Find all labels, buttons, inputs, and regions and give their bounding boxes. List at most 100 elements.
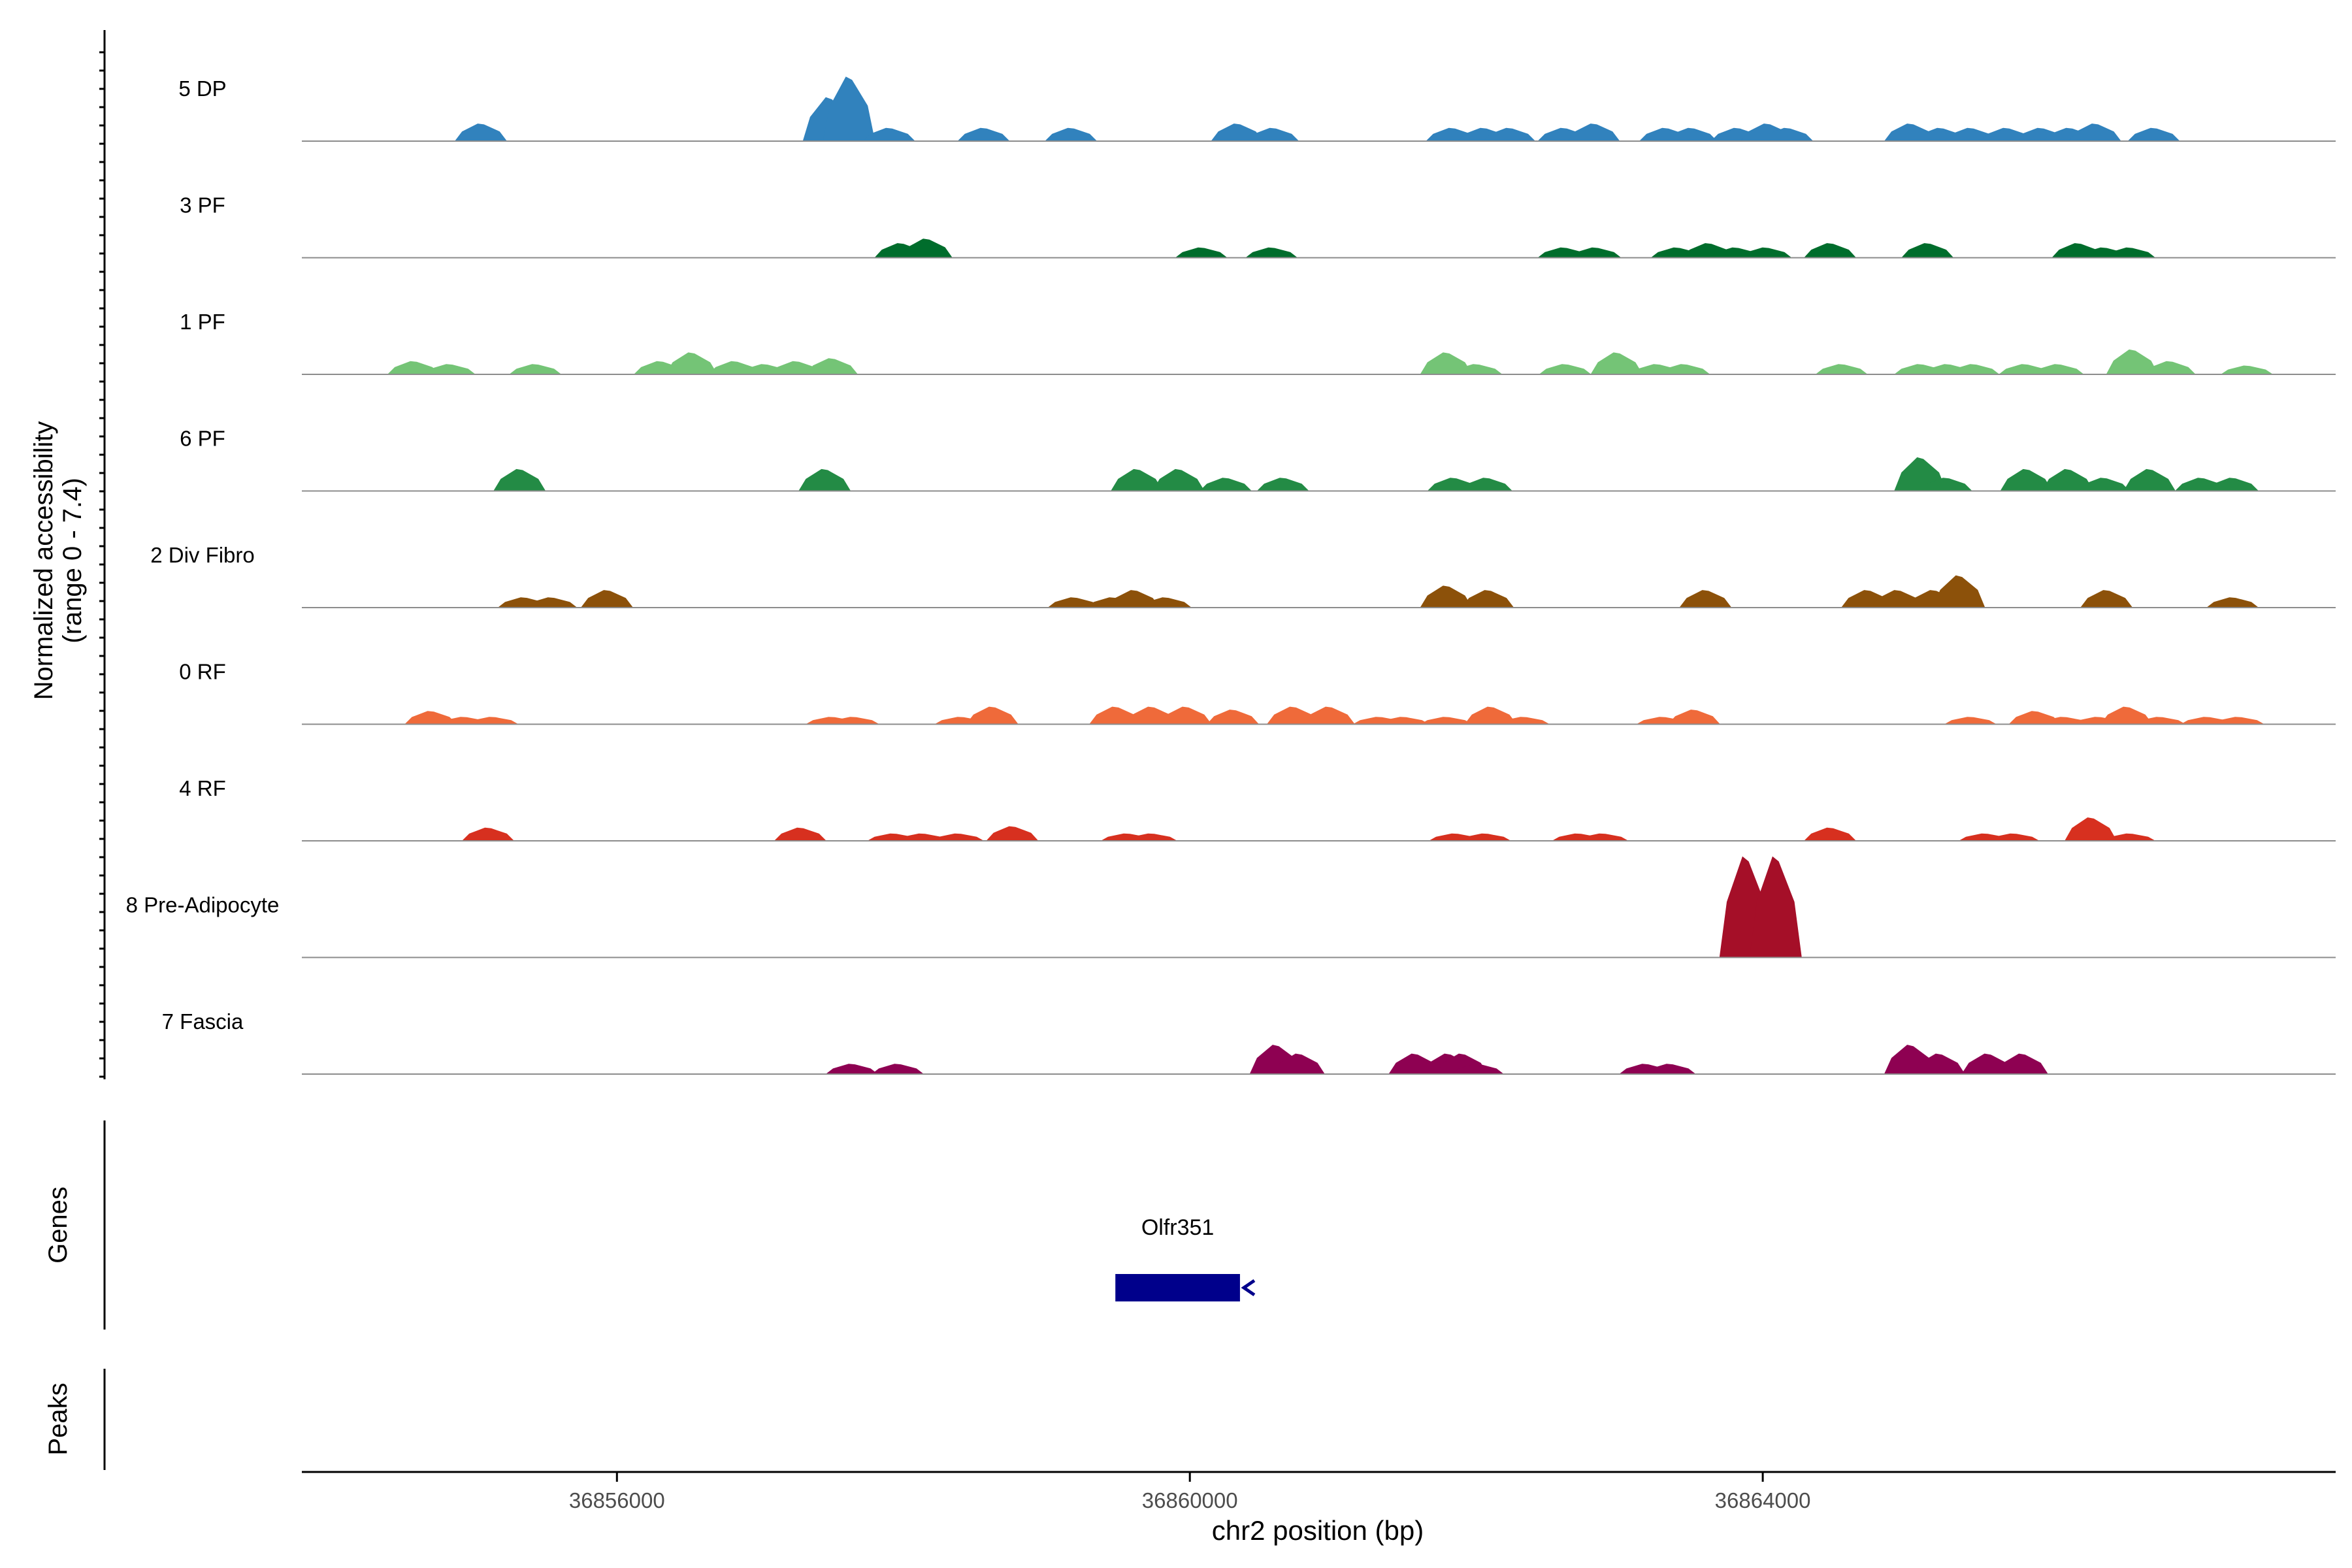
peak-0-rf-14 bbox=[1377, 717, 1429, 725]
peak-5-dp-10 bbox=[1483, 127, 1536, 141]
x-axis-title: chr2 position (bp) bbox=[1212, 1515, 1424, 1546]
peak-5-dp-17 bbox=[1761, 127, 1814, 141]
peak-7-fascia-7 bbox=[1451, 1064, 1504, 1074]
peak-0-rf-4 bbox=[827, 717, 879, 725]
peak-4-rf-7 bbox=[1125, 833, 1177, 841]
track-8-pre-adipocyte: 8 Pre-Adipocyte bbox=[126, 856, 2336, 958]
genes-panel-label: Genes bbox=[44, 1186, 73, 1264]
peak-0-rf-20 bbox=[1944, 717, 1997, 725]
track-label-1-pf: 1 PF bbox=[180, 310, 225, 334]
peak-6-pf-13 bbox=[2123, 468, 2176, 491]
x-tick-label-0: 36856000 bbox=[569, 1488, 665, 1512]
peak-0-rf-17 bbox=[1497, 717, 1550, 725]
peak-4-rf-15 bbox=[2065, 817, 2117, 841]
gene-label-olfr351: Olfr351 bbox=[1141, 1215, 1215, 1240]
peak-0-rf-2 bbox=[466, 717, 519, 725]
peak-5-dp-5 bbox=[1045, 127, 1098, 141]
peak-3-pf-14 bbox=[2103, 247, 2156, 258]
peak-1-pf-2 bbox=[509, 364, 562, 374]
peak-2-div-fibro-9 bbox=[1679, 590, 1732, 608]
peak-5-dp-24 bbox=[2068, 123, 2121, 141]
peak-3-pf-3 bbox=[1245, 247, 1298, 258]
peak-1-pf-1 bbox=[423, 364, 476, 374]
genes-layer: Olfr351 bbox=[1115, 1215, 1256, 1301]
track-label-2-div-fibro: 2 Div Fibro bbox=[150, 543, 255, 567]
peak-1-pf-10 bbox=[1450, 364, 1503, 374]
peak-2-div-fibro-6 bbox=[1139, 597, 1192, 608]
track-2-div-fibro: 2 Div Fibro bbox=[150, 543, 2336, 608]
peak-6-pf-5 bbox=[1256, 478, 1309, 491]
peak-7-fascia-9 bbox=[1643, 1064, 1696, 1074]
peak-1-pf-18 bbox=[1947, 364, 2000, 374]
peak-2-div-fibro-2 bbox=[581, 590, 633, 608]
peak-3-pf-11 bbox=[1901, 243, 1954, 258]
track-7-fascia: 7 Fascia bbox=[162, 1009, 2336, 1075]
peak-2-div-fibro-8 bbox=[1462, 590, 1514, 608]
track-label-4-rf: 4 RF bbox=[179, 776, 226, 800]
track-0-rf: 0 RF bbox=[179, 660, 2336, 725]
peak-7-fascia-0 bbox=[825, 1064, 878, 1074]
peak-2-div-fibro-13 bbox=[1933, 575, 1985, 608]
track-label-5-dp: 5 DP bbox=[178, 76, 226, 101]
peak-0-rf-25 bbox=[2133, 717, 2186, 725]
peak-1-pf-23 bbox=[2221, 365, 2274, 374]
genes-panel: Genes Olfr351 bbox=[44, 1120, 1256, 1330]
peak-2-div-fibro-1 bbox=[525, 597, 578, 608]
peak-0-rf-6 bbox=[966, 706, 1019, 725]
track-3-pf: 3 PF bbox=[180, 193, 2336, 259]
track-label-0-rf: 0 RF bbox=[179, 660, 226, 684]
peak-6-pf-7 bbox=[1460, 478, 1512, 491]
gene-body-olfr351 bbox=[1115, 1274, 1240, 1301]
peak-7-fascia-3 bbox=[1272, 1053, 1325, 1074]
peak-5-dp-4 bbox=[957, 127, 1010, 141]
peak-5-dp-25 bbox=[2127, 127, 2180, 141]
track-6-pf: 6 PF bbox=[180, 427, 2336, 492]
peak-3-pf-1 bbox=[900, 238, 953, 258]
peak-1-pf-4 bbox=[665, 352, 718, 374]
peak-6-pf-12 bbox=[2077, 478, 2130, 491]
peak-1-pf-12 bbox=[1590, 352, 1643, 374]
peak-6-pf-10 bbox=[2000, 468, 2053, 491]
peak-3-pf-5 bbox=[1569, 247, 1622, 258]
peak-4-rf-9 bbox=[1458, 833, 1511, 841]
peak-7-fascia-1 bbox=[872, 1064, 924, 1074]
peak-3-pf-9 bbox=[1739, 247, 1792, 258]
peak-0-rf-15 bbox=[1420, 717, 1473, 725]
tracks-layer: 5 DP 3 PF 1 PF 6 PF 2 Div Fibro 0 RF 4 RF 8 Pre… bbox=[126, 76, 2336, 1075]
peak-4-rf-11 bbox=[1576, 833, 1629, 841]
peak-1-pf-11 bbox=[1539, 364, 1592, 374]
track-4-rf: 4 RF bbox=[179, 776, 2336, 841]
peak-3-pf-10 bbox=[1804, 243, 1857, 258]
peak-1-pf-15 bbox=[1815, 364, 1868, 374]
y-axis-label-line2: (range 0 - 7.4) bbox=[58, 478, 87, 643]
x-tick-label-1: 36860000 bbox=[1142, 1488, 1238, 1512]
peak-0-rf-12 bbox=[1302, 706, 1355, 725]
peak-4-rf-16 bbox=[2103, 833, 2156, 841]
peak-0-rf-19 bbox=[1667, 710, 1720, 725]
peak-6-pf-9 bbox=[1919, 478, 1972, 491]
peaks-panel: Peaks bbox=[44, 1369, 106, 1470]
peak-0-rf-10 bbox=[1207, 710, 1259, 725]
peak-0-rf-27 bbox=[2212, 717, 2264, 725]
peak-4-rf-5 bbox=[986, 826, 1039, 841]
left-y-axis-ticks bbox=[99, 51, 105, 1078]
track-label-6-pf: 6 PF bbox=[180, 427, 225, 451]
peak-0-rf-9 bbox=[1159, 706, 1212, 725]
track-5-dp: 5 DP bbox=[178, 76, 2336, 142]
peak-4-rf-12 bbox=[1804, 827, 1857, 841]
peak-5-dp-2 bbox=[823, 76, 875, 141]
x-tick-label-2: 36864000 bbox=[1715, 1488, 1811, 1512]
peak-1-pf-22 bbox=[2143, 361, 2196, 374]
peak-1-pf-0 bbox=[387, 361, 440, 374]
peak-7-fascia-13 bbox=[1995, 1053, 2048, 1074]
peak-6-pf-1 bbox=[798, 468, 851, 491]
peak-4-rf-0 bbox=[462, 827, 514, 841]
track-label-8-pre-adipocyte: 8 Pre-Adipocyte bbox=[126, 893, 280, 917]
peaks-panel-label: Peaks bbox=[44, 1382, 73, 1455]
peak-5-dp-0 bbox=[455, 123, 507, 141]
x-axis: 36856000 36860000 36864000 chr2 position (… bbox=[302, 1471, 2336, 1546]
peak-2-div-fibro-7 bbox=[1420, 585, 1473, 608]
track-label-3-pf: 3 PF bbox=[180, 193, 225, 218]
x-axis-ticks: 36856000 36860000 36864000 bbox=[569, 1472, 1811, 1512]
